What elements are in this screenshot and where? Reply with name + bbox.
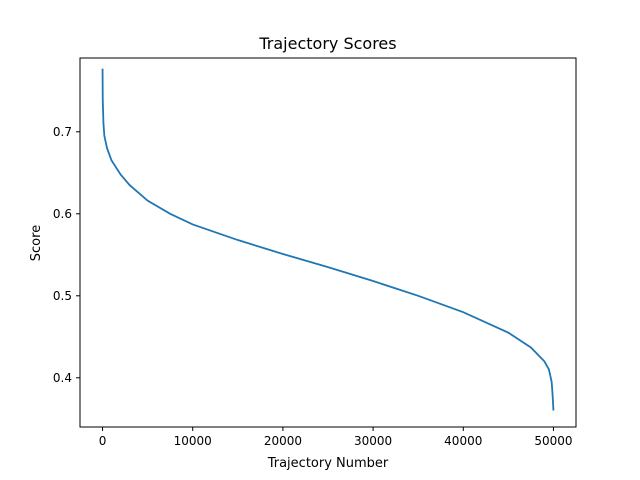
y-axis-ticks: 0.4 0.5 0.6 0.7: [53, 125, 80, 385]
y-tick-label: 0.4: [53, 371, 72, 385]
x-tick-label: 50000: [534, 434, 572, 448]
x-axis-label: Trajectory Number: [267, 456, 389, 471]
y-tick-label: 0.5: [53, 289, 72, 303]
x-tick-label: 40000: [444, 434, 482, 448]
x-tick-label: 0: [99, 434, 107, 448]
x-tick-label: 20000: [264, 434, 302, 448]
y-axis-label: Score: [29, 225, 44, 261]
plot-area: [79, 57, 577, 428]
y-tick-label: 0.6: [53, 207, 72, 221]
x-tick-label: 10000: [174, 434, 212, 448]
x-tick-label: 30000: [354, 434, 392, 448]
chart-title: Trajectory Scores: [258, 34, 396, 53]
x-axis-ticks: 0 10000 20000 30000 40000 50000: [99, 427, 573, 448]
y-tick-label: 0.7: [53, 125, 72, 139]
score-series-line: [101, 68, 555, 411]
plot-frame: [79, 57, 577, 428]
